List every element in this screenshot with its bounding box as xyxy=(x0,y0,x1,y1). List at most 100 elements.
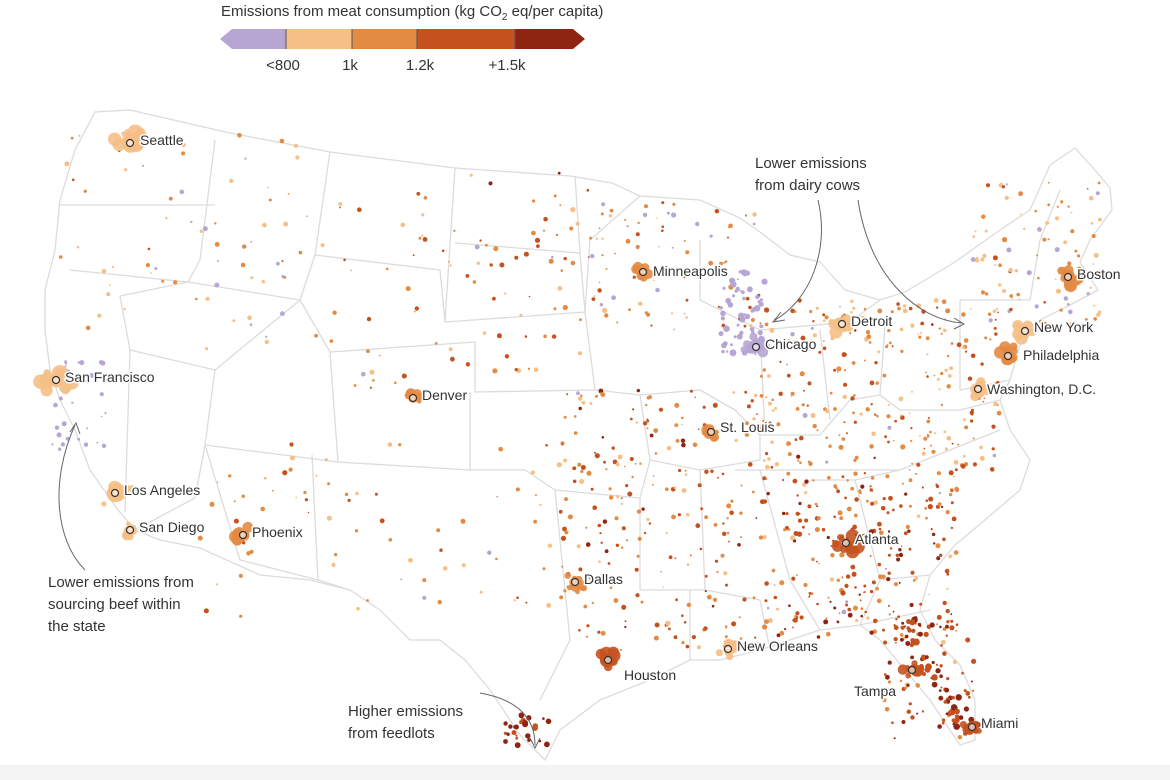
emission-dot xyxy=(660,570,662,573)
emission-dot xyxy=(858,593,861,596)
emission-dot xyxy=(369,386,372,389)
emission-dot xyxy=(648,522,652,525)
emission-dot xyxy=(967,376,973,381)
emission-dot xyxy=(653,279,655,282)
emission-dot xyxy=(728,223,733,229)
footer-strip xyxy=(0,765,1170,780)
emission-dot xyxy=(910,638,915,643)
emission-dot xyxy=(559,204,562,207)
emission-dot xyxy=(421,234,424,237)
emission-dot xyxy=(179,189,185,195)
legend-title-end: eq/per capita) xyxy=(507,3,604,20)
emission-dot xyxy=(615,462,620,467)
emission-dot xyxy=(725,297,731,304)
emission-dot xyxy=(916,462,921,467)
emission-dot xyxy=(580,469,584,474)
emission-dot xyxy=(356,606,360,611)
emission-dot xyxy=(526,715,532,721)
emission-dot xyxy=(910,715,915,720)
emission-dot xyxy=(604,313,609,318)
city-marker xyxy=(1063,272,1073,282)
emission-dot xyxy=(649,433,654,438)
emission-dot xyxy=(944,568,950,574)
emission-dot xyxy=(748,305,752,310)
emission-dot xyxy=(694,396,697,399)
emission-dot xyxy=(899,414,903,417)
emission-dot xyxy=(418,236,422,240)
emission-dot xyxy=(933,542,936,545)
emission-dot xyxy=(1018,298,1021,301)
emission-dot xyxy=(247,315,252,321)
emission-dot xyxy=(764,619,769,624)
emission-dot xyxy=(283,221,289,227)
emission-dot xyxy=(683,312,686,315)
emission-dot xyxy=(850,564,856,570)
emission-dot xyxy=(724,635,728,639)
emission-dot xyxy=(1055,216,1059,221)
emission-dot xyxy=(347,498,351,502)
emission-dot xyxy=(280,311,285,316)
emission-dot xyxy=(531,230,536,236)
emission-dot xyxy=(681,488,687,493)
emission-dot xyxy=(295,496,298,499)
emission-dot xyxy=(202,226,208,232)
emission-dot xyxy=(742,597,747,602)
emission-dot xyxy=(869,630,874,635)
emission-dot xyxy=(762,535,767,540)
legend-title-main: Emissions from meat consumption (kg CO xyxy=(221,3,502,20)
emission-dot xyxy=(85,325,91,331)
emission-dot xyxy=(378,354,381,357)
emission-dot xyxy=(841,437,846,441)
emission-dot xyxy=(753,393,758,398)
emission-dot xyxy=(935,504,940,509)
emission-dot xyxy=(907,628,912,633)
emission-dot xyxy=(658,407,664,412)
emission-dot xyxy=(1026,270,1032,276)
emission-dot xyxy=(764,599,768,603)
city-label: Washington, D.C. xyxy=(987,381,1096,397)
emission-dot xyxy=(83,442,89,447)
emission-dot xyxy=(199,229,204,233)
emission-dot xyxy=(869,589,874,594)
emission-dot xyxy=(821,528,826,532)
emission-dot xyxy=(940,639,946,645)
emission-dot xyxy=(972,437,975,440)
emission-dot xyxy=(793,340,796,343)
emission-dot xyxy=(935,543,941,549)
emission-dot xyxy=(908,468,911,471)
emission-dot xyxy=(513,599,516,602)
emission-dot xyxy=(141,164,145,167)
emission-dot xyxy=(935,483,938,486)
emission-dot xyxy=(970,353,976,359)
emission-dot xyxy=(835,487,838,490)
emission-dot xyxy=(938,327,941,330)
emission-dot xyxy=(601,254,604,257)
emission-dot xyxy=(790,308,795,314)
emission-dot xyxy=(853,513,858,518)
emission-dot xyxy=(924,507,928,510)
emission-dot xyxy=(936,556,941,561)
emission-dot xyxy=(1047,181,1050,184)
emission-dot xyxy=(573,415,577,418)
emission-dot xyxy=(859,599,862,602)
emission-dot xyxy=(64,360,67,363)
emission-dot xyxy=(866,499,869,503)
emission-dot xyxy=(961,346,966,350)
emission-dot xyxy=(900,349,904,353)
emission-dot xyxy=(570,207,576,213)
emission-dot xyxy=(706,594,712,600)
emission-dot xyxy=(604,549,609,554)
emission-dot xyxy=(654,622,660,628)
emission-dot xyxy=(860,484,865,489)
emission-dot xyxy=(854,497,859,502)
emission-dot xyxy=(636,388,640,393)
emission-dot xyxy=(566,393,569,396)
city-emission-blob xyxy=(832,540,840,548)
emission-dot xyxy=(911,628,916,634)
city-label: Dallas xyxy=(584,571,623,587)
emission-dot xyxy=(632,275,636,279)
emission-dot xyxy=(833,368,837,372)
emission-dot xyxy=(686,512,690,517)
emission-dot xyxy=(887,403,890,407)
